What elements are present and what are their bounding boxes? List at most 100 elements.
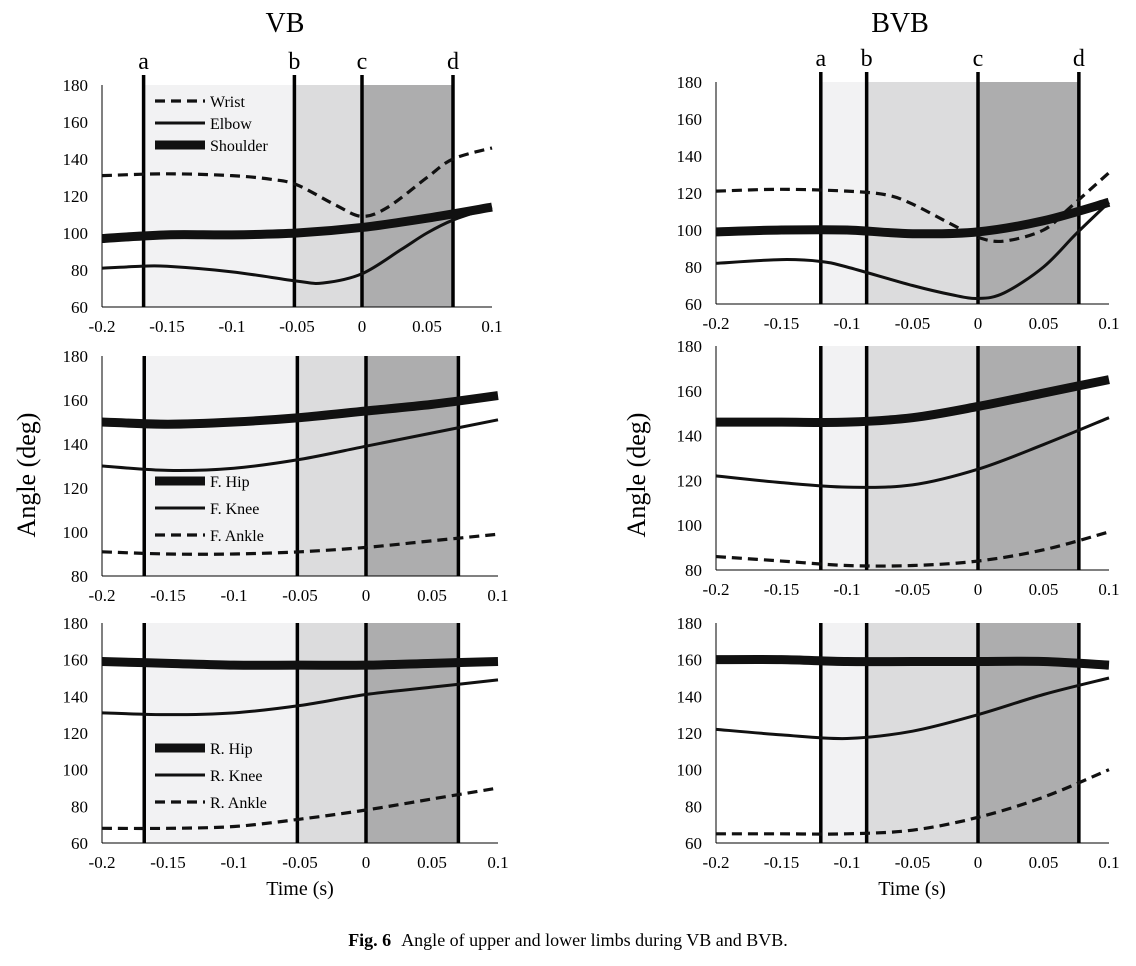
column-title-left: VB [266, 8, 305, 39]
y-tick-label: 120 [63, 479, 89, 498]
series-line-wrist [715, 171, 1111, 244]
y-tick-label: 100 [677, 221, 703, 240]
x-tick-label: 0.05 [1029, 580, 1059, 599]
phase-band [294, 85, 362, 307]
phase-band [362, 85, 453, 307]
y-tick-label: 120 [63, 724, 89, 743]
x-tick-label: -0.1 [834, 314, 861, 333]
phase-marker-label: a [138, 49, 149, 75]
y-tick-label: 80 [685, 258, 702, 277]
y-tick-label: 140 [63, 435, 89, 454]
x-tick-label: 0.05 [417, 853, 447, 872]
phase-band [866, 623, 978, 843]
phase-band [297, 356, 366, 576]
series-line-r-ankle [716, 768, 1110, 836]
legend-label: F. Ankle [210, 528, 264, 545]
xlabel-right: Time (s) [878, 878, 946, 900]
x-tick-label: -0.15 [150, 586, 185, 605]
y-tick-label: 180 [63, 614, 89, 633]
x-tick-label: 0.05 [412, 317, 442, 336]
chart-bvb-rear-leg: 60 80 100 120 140 160 180 -0.2 -0.15 -0.1 -0.05 0 0.… [677, 614, 1120, 872]
x-tick-label: -0.1 [834, 580, 861, 599]
y-tick-label: 180 [677, 337, 703, 356]
chart-vb-front-leg: 80 100 120 140 160 180 -0.2 -0.15 -0.1 -0.05 0 0.05… [63, 347, 509, 605]
x-tick-label: -0.05 [282, 586, 317, 605]
series-line-r-hip [101, 657, 499, 670]
y-tick-label: 140 [677, 427, 703, 446]
x-tick-label: 0 [362, 853, 371, 872]
phase-band [978, 346, 1079, 570]
series-line-f-ankle [715, 530, 1110, 568]
series-line-r-knee [101, 678, 499, 717]
series-line-f-hip [716, 375, 1110, 427]
y-tick-label: 180 [677, 614, 703, 633]
y-tick-label: 140 [677, 687, 703, 706]
legend: R. Hip R. Knee R. Ankle [155, 741, 267, 812]
series-line-r-hip [715, 655, 1110, 670]
y-tick-label: 60 [71, 834, 88, 853]
x-tick-label: 0 [974, 580, 983, 599]
x-tick-label: -0.2 [703, 580, 730, 599]
y-tick-label: 160 [63, 391, 89, 410]
phase-band [866, 82, 978, 304]
x-tick-label: 0 [974, 853, 983, 872]
y-tick-label: 60 [71, 298, 88, 317]
x-tick-label: 0.1 [1098, 853, 1119, 872]
legend-label: F. Hip [210, 474, 250, 491]
ylabel-left: Angle (deg) [12, 413, 41, 538]
x-tick-label: -0.1 [219, 317, 246, 336]
y-tick-label: 120 [677, 184, 703, 203]
x-tick-label: 0.1 [1098, 314, 1119, 333]
x-tick-label: 0.1 [487, 853, 508, 872]
x-tick-label: 0.05 [417, 586, 447, 605]
phase-band [297, 623, 366, 843]
x-tick-label: -0.15 [764, 314, 799, 333]
x-tick-label: 0.1 [481, 317, 502, 336]
chart-vb-rear-leg: 60 80 100 120 140 160 180 -0.2 -0.15 -0.1 -0.05 0 0.… [63, 614, 509, 872]
y-tick-label: 120 [63, 187, 89, 206]
y-tick-label: 120 [677, 471, 703, 490]
phase-band [820, 623, 867, 843]
figure-caption: Fig. 6 Angle of upper and lower limbs dur… [0, 930, 1136, 951]
y-tick-label: 180 [63, 76, 89, 95]
y-tick-label: 80 [71, 567, 88, 586]
y-tick-label: 100 [677, 761, 703, 780]
caption-text: Angle of upper and lower limbs during VB… [401, 930, 788, 950]
x-tick-label: -0.05 [895, 853, 930, 872]
y-tick-label: 80 [685, 797, 702, 816]
phase-marker-label: b [288, 49, 300, 75]
phase-band [978, 82, 1079, 304]
legend-label: Wrist [210, 94, 245, 111]
x-tick-label: -0.2 [89, 853, 116, 872]
x-tick-label: 0.1 [1098, 580, 1119, 599]
phase-marker-label: d [447, 49, 459, 75]
x-tick-label: 0.1 [487, 586, 508, 605]
y-tick-label: 140 [63, 687, 89, 706]
phase-band [866, 346, 978, 570]
x-tick-label: -0.15 [764, 580, 799, 599]
y-tick-label: 160 [63, 113, 89, 132]
y-tick-label: 80 [71, 261, 88, 280]
chart-bvb-upper: a b c d 60 80 100 120 140 160 180 -0.2 -0.15 -0.1 -0.0… [677, 46, 1120, 333]
x-tick-label: -0.15 [149, 317, 184, 336]
y-tick-label: 60 [685, 295, 702, 314]
y-tick-label: 100 [63, 523, 89, 542]
phase-marker-label: c [973, 46, 984, 72]
phase-band [366, 623, 459, 843]
series-line-shoulder [715, 197, 1111, 239]
series-line-elbow [101, 205, 493, 285]
caption-label: Fig. 6 [348, 930, 392, 950]
series-line-f-hip [101, 391, 499, 429]
y-tick-label: 100 [63, 224, 89, 243]
phase-band [978, 623, 1079, 843]
x-tick-label: -0.15 [764, 853, 799, 872]
x-tick-label: 0 [358, 317, 367, 336]
legend-label: R. Ankle [210, 795, 267, 812]
y-tick-label: 80 [71, 797, 88, 816]
legend-label: Elbow [210, 116, 252, 133]
y-tick-label: 140 [677, 147, 703, 166]
series-line-wrist [101, 146, 493, 218]
chart-vb-upper: a b c d 60 80 100 120 140 160 180 -0.2 -0.15 -0.1 -0.0… [63, 49, 503, 336]
y-tick-label: 100 [63, 761, 89, 780]
